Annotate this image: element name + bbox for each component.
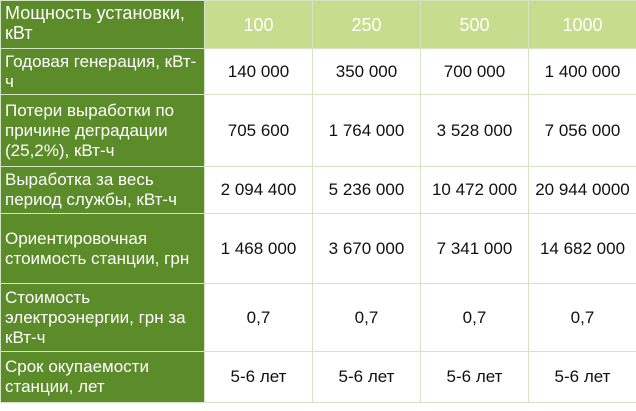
- table-cell: 705 600: [204, 94, 313, 167]
- table-cell: 0,7: [528, 283, 636, 352]
- table-cell: 10 472 000: [420, 166, 529, 214]
- table-cell: 3 670 000: [312, 213, 421, 284]
- table-cell: 20 944 0000: [528, 166, 636, 214]
- row-label: Выработка за весь период службы, кВт-ч: [0, 166, 205, 214]
- table-cell: 0,7: [204, 283, 313, 352]
- row-label: Годовая генерация, кВт-ч: [0, 48, 205, 95]
- table-cell: 5-6 лет: [204, 351, 313, 403]
- table-cell: 140 000: [204, 48, 313, 95]
- table-cell: 1 764 000: [312, 94, 421, 167]
- table-cell: 1 400 000: [528, 48, 636, 95]
- row-label: Ориентировочная стоимость станции, грн: [0, 213, 205, 284]
- table-cell: 0,7: [312, 283, 421, 352]
- table-cell: 3 528 000: [420, 94, 529, 167]
- row-label: Срок окупаемости станции, лет: [0, 351, 205, 403]
- column-header-1000kw: 1000: [528, 0, 636, 49]
- table-cell: 1 468 000: [204, 213, 313, 284]
- table-cell: 2 094 400: [204, 166, 313, 214]
- table-cell: 350 000: [312, 48, 421, 95]
- table-cell: 5-6 лет: [528, 351, 636, 403]
- table-row-payback-period: Срок окупаемости станции, лет 5-6 лет 5-…: [0, 351, 636, 403]
- table-row-lifetime-output: Выработка за весь период службы, кВт-ч 2…: [0, 166, 636, 214]
- table-row-degradation-losses: Потери выработки по причине деградации (…: [0, 94, 636, 167]
- column-header-100kw: 100: [204, 0, 313, 49]
- table-row-station-cost: Ориентировочная стоимость станции, грн 1…: [0, 213, 636, 284]
- row-label: Стоимость электроэнергии, грн за кВт-ч: [0, 283, 205, 352]
- table-cell: 5-6 лет: [312, 351, 421, 403]
- table-cell: 0,7: [420, 283, 529, 352]
- header-row: Мощность установки, кВт 100 250 500 1000: [0, 0, 636, 49]
- row-label: Потери выработки по причине деградации (…: [0, 94, 205, 167]
- table-cell: 7 056 000: [528, 94, 636, 167]
- table-cell: 5-6 лет: [420, 351, 529, 403]
- table-cell: 5 236 000: [312, 166, 421, 214]
- column-header-250kw: 250: [312, 0, 421, 49]
- table-row-electricity-price: Стоимость электроэнергии, грн за кВт-ч 0…: [0, 283, 636, 352]
- header-label-capacity: Мощность установки, кВт: [0, 0, 205, 49]
- table-cell: 7 341 000: [420, 213, 529, 284]
- table-row-annual-generation: Годовая генерация, кВт-ч 140 000 350 000…: [0, 48, 636, 95]
- column-header-500kw: 500: [420, 0, 529, 49]
- table-cell: 700 000: [420, 48, 529, 95]
- table-cell: 14 682 000: [528, 213, 636, 284]
